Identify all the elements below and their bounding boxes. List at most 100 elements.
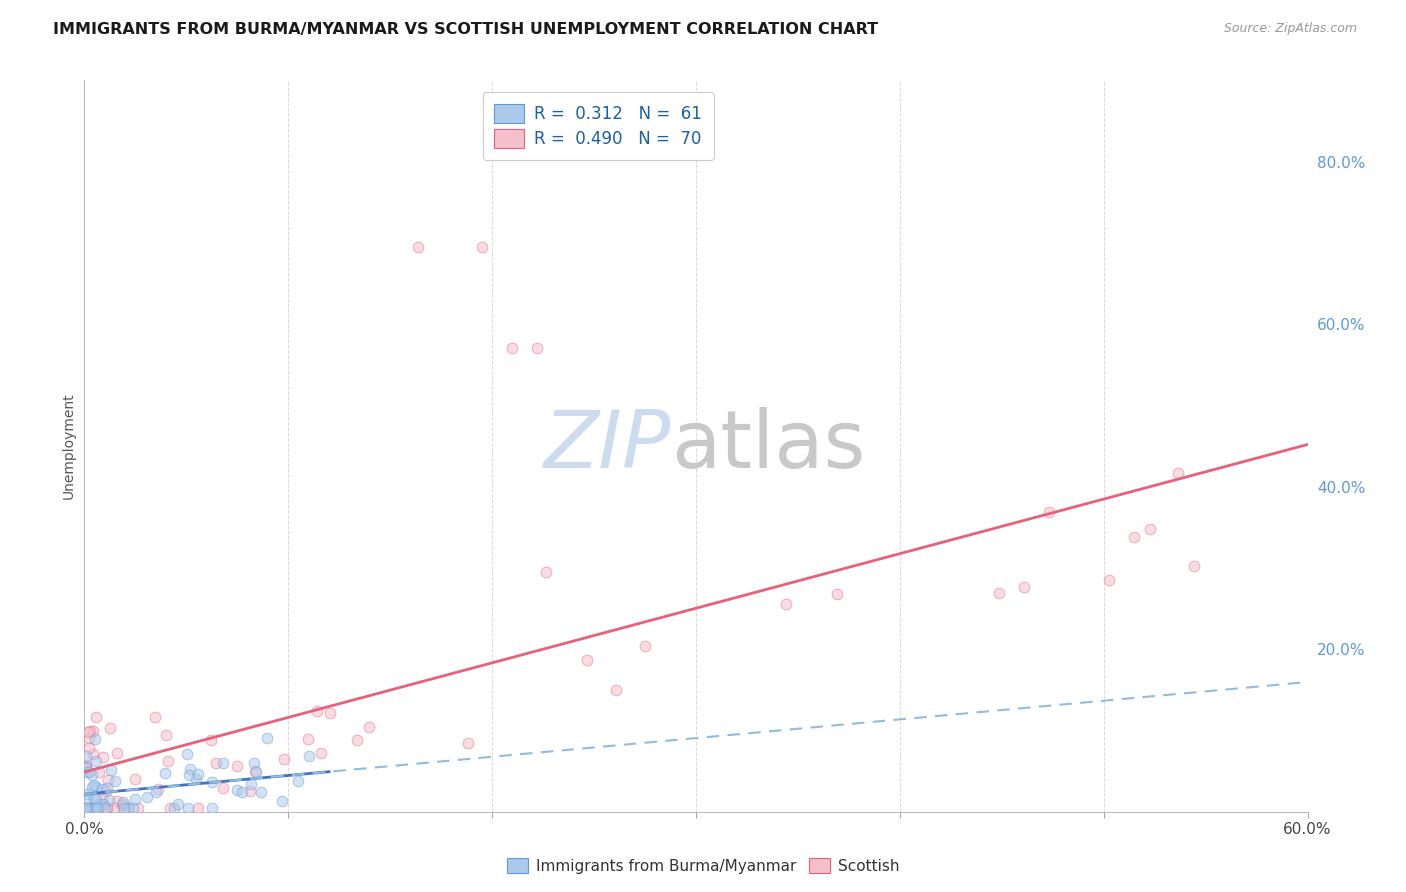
Point — [186, 767, 208, 781]
Text: IMMIGRANTS FROM BURMA/MYANMAR VS SCOTTISH UNEMPLOYMENT CORRELATION CHART: IMMIGRANTS FROM BURMA/MYANMAR VS SCOTTIS… — [53, 22, 879, 37]
Point — [100, 763, 122, 777]
Y-axis label: Unemployment: Unemployment — [62, 392, 76, 500]
Point — [242, 756, 264, 771]
Point — [84, 780, 107, 794]
Point — [98, 722, 121, 736]
Point — [86, 798, 108, 813]
Point — [127, 800, 149, 814]
Point — [287, 773, 309, 788]
Point — [1123, 530, 1146, 544]
Point — [1038, 505, 1060, 519]
Point — [575, 653, 598, 667]
Point — [200, 733, 222, 747]
Point — [76, 764, 98, 779]
Point — [124, 792, 146, 806]
Point — [179, 768, 201, 782]
Point — [502, 342, 524, 356]
Point — [83, 732, 105, 747]
Point — [91, 797, 114, 812]
Point — [135, 790, 157, 805]
Point — [91, 797, 114, 812]
Point — [166, 797, 188, 811]
Point — [75, 760, 97, 774]
Point — [75, 800, 97, 814]
Legend: R =  0.312   N =  61, R =  0.490   N =  70: R = 0.312 N = 61, R = 0.490 N = 70 — [482, 92, 714, 160]
Point — [75, 800, 97, 814]
Point — [179, 762, 201, 776]
Point — [526, 342, 548, 356]
Point — [79, 800, 101, 814]
Point — [298, 748, 321, 763]
Point — [825, 587, 848, 601]
Point — [107, 794, 129, 808]
Point — [80, 780, 103, 794]
Point — [96, 781, 118, 796]
Point — [77, 793, 100, 807]
Point — [117, 800, 139, 814]
Point — [89, 764, 111, 779]
Point — [96, 784, 118, 798]
Point — [155, 728, 177, 742]
Point — [83, 791, 105, 805]
Point — [98, 793, 121, 807]
Point — [79, 724, 101, 739]
Point — [346, 732, 368, 747]
Point — [1182, 559, 1205, 574]
Point — [211, 780, 233, 795]
Point — [117, 800, 139, 814]
Point — [84, 791, 107, 805]
Point — [96, 773, 118, 788]
Point — [84, 709, 107, 723]
Point — [79, 800, 101, 814]
Point — [226, 759, 249, 773]
Point — [305, 704, 328, 718]
Point — [77, 725, 100, 739]
Point — [153, 766, 176, 780]
Point — [457, 736, 479, 750]
Point — [143, 709, 166, 723]
Point — [163, 800, 186, 814]
Point — [256, 731, 278, 746]
Point — [124, 772, 146, 786]
Point — [225, 782, 247, 797]
Point — [1167, 466, 1189, 480]
Point — [77, 787, 100, 801]
Point — [84, 800, 107, 814]
Point — [79, 800, 101, 814]
Point — [91, 782, 114, 797]
Point — [104, 773, 127, 788]
Point — [96, 800, 118, 814]
Point — [84, 800, 107, 814]
Point — [605, 683, 627, 698]
Point — [91, 791, 114, 805]
Point — [83, 800, 105, 814]
Point — [249, 784, 271, 798]
Text: Source: ZipAtlas.com: Source: ZipAtlas.com — [1223, 22, 1357, 36]
Point — [77, 731, 100, 745]
Point — [87, 800, 110, 814]
Point — [239, 777, 262, 791]
Point — [75, 758, 97, 772]
Point — [1139, 522, 1161, 536]
Point — [80, 800, 103, 814]
Point — [534, 565, 557, 579]
Legend: Immigrants from Burma/Myanmar, Scottish: Immigrants from Burma/Myanmar, Scottish — [501, 852, 905, 880]
Point — [775, 597, 797, 611]
Point — [82, 723, 104, 738]
Point — [239, 783, 262, 797]
Text: atlas: atlas — [672, 407, 866, 485]
Point — [187, 800, 209, 814]
Point — [83, 778, 105, 792]
Point — [82, 767, 104, 781]
Point — [406, 240, 429, 254]
Point — [245, 765, 267, 780]
Point — [988, 586, 1011, 600]
Point — [77, 800, 100, 814]
Point — [1012, 580, 1035, 594]
Point — [309, 747, 332, 761]
Point — [94, 800, 117, 814]
Point — [86, 800, 108, 814]
Point — [231, 785, 253, 799]
Point — [184, 772, 207, 786]
Point — [359, 720, 381, 734]
